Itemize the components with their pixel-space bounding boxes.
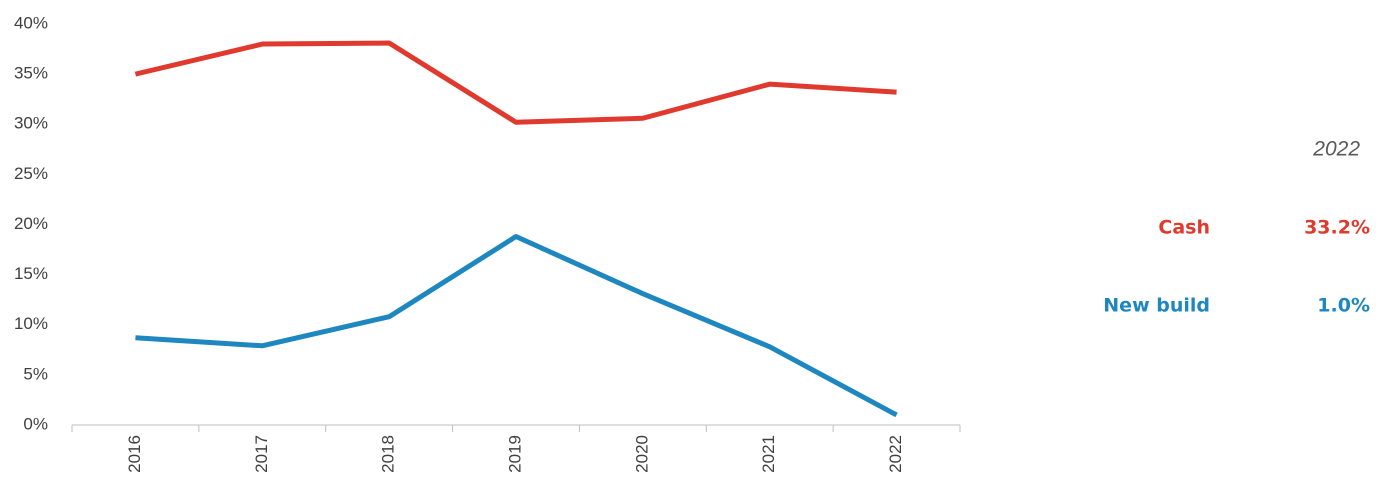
x-tick-label: 2019 bbox=[505, 435, 524, 473]
series-line bbox=[134, 40, 897, 125]
y-tick-label: 10% bbox=[14, 314, 48, 333]
x-tick-label: 2018 bbox=[379, 435, 398, 473]
panel-series-name: New build bbox=[1103, 295, 1210, 317]
x-tick-label: 2020 bbox=[632, 435, 651, 473]
y-tick-label: 30% bbox=[14, 114, 48, 133]
panel-series-value: 33.2% bbox=[1304, 217, 1370, 239]
x-tick-label: 2017 bbox=[252, 435, 271, 473]
y-tick-label: 25% bbox=[14, 164, 48, 183]
y-tick-label: 15% bbox=[14, 264, 48, 283]
series-line bbox=[135, 234, 898, 418]
y-tick-label: 40% bbox=[14, 13, 48, 32]
panel-series-name: Cash bbox=[1158, 217, 1210, 239]
x-tick-label: 2022 bbox=[886, 435, 905, 473]
y-tick-label: 20% bbox=[14, 214, 48, 233]
x-tick-label: 2016 bbox=[125, 435, 144, 473]
panel-year: 2022 bbox=[1312, 138, 1360, 161]
y-tick-label: 5% bbox=[23, 364, 48, 383]
y-tick-label: 0% bbox=[23, 414, 48, 433]
y-tick-label: 35% bbox=[14, 64, 48, 83]
panel-series-value: 1.0% bbox=[1317, 295, 1370, 317]
x-tick-label: 2021 bbox=[759, 435, 778, 473]
